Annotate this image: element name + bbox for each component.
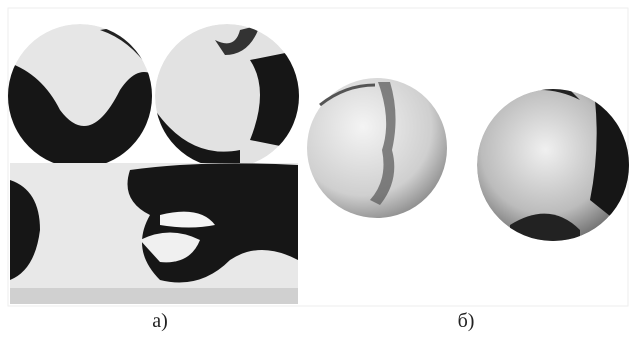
panel-label: а) (152, 310, 168, 332)
sphere-3d-dark (477, 80, 636, 250)
sphere-3d-light (307, 78, 447, 218)
panel-label: б) (458, 310, 475, 332)
sphere-map-1 (0, 20, 160, 180)
figure: а) б) (0, 0, 636, 340)
sphere-map-2 (150, 24, 300, 180)
page: а) б) (() => { const data = JSON.parse(d… (0, 0, 636, 340)
flat-map (10, 163, 298, 304)
